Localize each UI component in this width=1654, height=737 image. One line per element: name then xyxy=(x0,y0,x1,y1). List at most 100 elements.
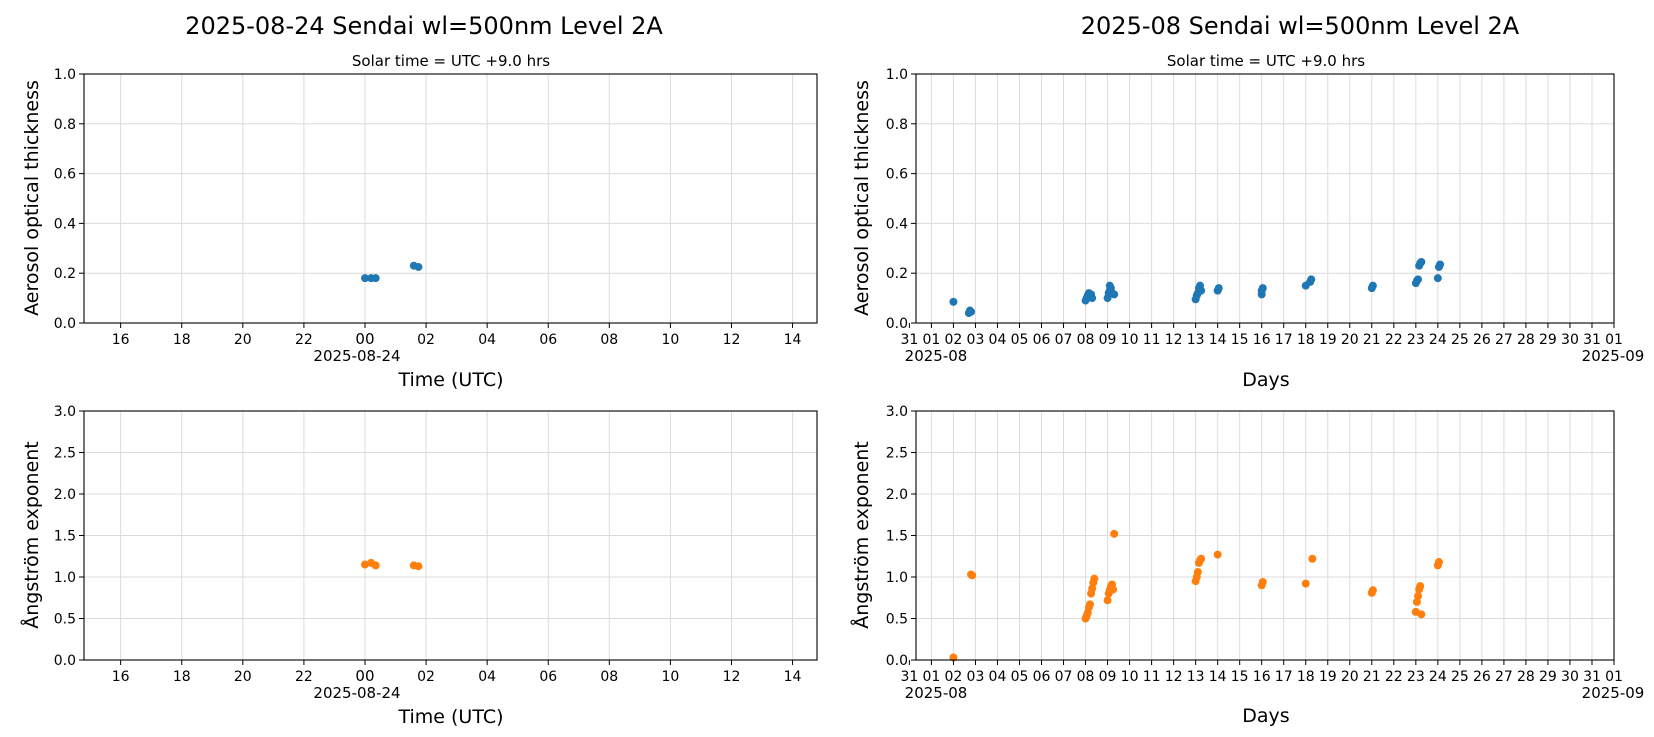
daily-aot-subtitle: Solar time = UTC +9.0 hrs xyxy=(352,52,550,70)
monthly-aot-y-tick-label: 0.0 xyxy=(886,316,908,332)
daily-aot-y-tick-label: 0.4 xyxy=(54,216,76,232)
daily-aot-x-tick-label: 12 xyxy=(723,332,741,348)
monthly-aot-data-point xyxy=(949,297,958,306)
monthly-angstrom-x-tick-label: 23 xyxy=(1407,669,1425,685)
daily-aot-x-tick-label: 04 xyxy=(478,332,496,348)
monthly-angstrom-y-tick-label: 2.0 xyxy=(886,487,908,503)
daily-aot-y-tick-label: 0.2 xyxy=(54,266,76,282)
panel-daily-angstrom: 16 18 20 22 00 02 04 06 08 10 12 14 0.0 0.5 1.0 1.5 2.0 2… xyxy=(20,404,818,728)
monthly-angstrom-x-tick-label: 02 xyxy=(945,669,963,685)
daily-angstrom-x-tick-label: 02 xyxy=(417,669,435,685)
monthly-angstrom-data-point xyxy=(1434,558,1443,567)
monthly-angstrom-x-axis-label: Days xyxy=(1242,705,1289,727)
daily-angstrom-data-point xyxy=(371,561,380,570)
monthly-angstrom-x-tick-label: 17 xyxy=(1275,669,1293,685)
monthly-aot-x-tick-label: 31 xyxy=(900,332,918,348)
monthly-angstrom-x-tick-label: 04 xyxy=(989,669,1007,685)
monthly-aot-x-tick-label: 20 xyxy=(1341,332,1359,348)
monthly-aot-title: 2025-08 Sendai wl=500nm Level 2A xyxy=(1081,12,1520,40)
monthly-angstrom-x-tick-label: 11 xyxy=(1143,669,1161,685)
daily-angstrom-y-tick-label: 2.5 xyxy=(54,446,76,462)
monthly-angstrom-y-tick-label: 3.0 xyxy=(886,404,908,420)
monthly-aot-x-tick-label: 17 xyxy=(1275,332,1293,348)
daily-aot-x-tick-label: 02 xyxy=(417,332,435,348)
monthly-aot-data-point xyxy=(1110,290,1119,299)
monthly-aot-x-tick-label: 13 xyxy=(1187,332,1205,348)
monthly-aot-x-tick-label: 09 xyxy=(1099,332,1117,348)
monthly-aot-data-point xyxy=(1414,275,1423,284)
daily-angstrom-x-tick-label: 16 xyxy=(112,669,130,685)
monthly-angstrom-y-tick-label: 0.5 xyxy=(886,612,908,628)
monthly-angstrom-data-point xyxy=(1090,574,1099,583)
daily-aot-date-label: 2025-08-24 xyxy=(313,347,400,365)
daily-aot-x-axis-label: Time (UTC) xyxy=(397,369,503,391)
monthly-aot-x-tick-label: 24 xyxy=(1429,332,1447,348)
daily-angstrom-y-tick-label: 0.0 xyxy=(54,653,76,669)
daily-aot-x-tick-label: 22 xyxy=(295,332,313,348)
monthly-aot-data-point xyxy=(1368,281,1377,290)
monthly-angstrom-data-point xyxy=(1416,582,1425,591)
monthly-aot-x-tick-label: 25 xyxy=(1451,332,1469,348)
panel-monthly-angstrom: 31 01 02 03 04 05 06 07 08 09 10 11 12 13 14 15 16 17 18 19… xyxy=(850,404,1644,727)
monthly-aot-data-point xyxy=(1433,274,1442,283)
daily-aot-x-tick-label: 06 xyxy=(539,332,557,348)
monthly-aot-x-tick-label: 21 xyxy=(1363,332,1381,348)
daily-angstrom-x-tick-label: 14 xyxy=(784,669,802,685)
monthly-aot-x-axis-label: Days xyxy=(1242,369,1289,391)
monthly-angstrom-x-tick-label: 20 xyxy=(1341,669,1359,685)
daily-angstrom-plot: 16 18 20 22 00 02 04 06 08 10 12 14 0.0 0.5 1.0 1.5 2.0 2… xyxy=(54,404,818,685)
monthly-angstrom-data-point xyxy=(1213,550,1222,559)
monthly-angstrom-x-tick-label: 13 xyxy=(1187,669,1205,685)
monthly-angstrom-data-point xyxy=(1085,600,1094,609)
daily-angstrom-y-tick-label: 3.0 xyxy=(54,404,76,420)
daily-angstrom-data-point xyxy=(360,560,369,569)
monthly-aot-x-tick-label: 23 xyxy=(1407,332,1425,348)
daily-aot-x-tick-label: 20 xyxy=(234,332,252,348)
daily-angstrom-x-tick-label: 18 xyxy=(173,669,191,685)
daily-angstrom-x-tick-label: 04 xyxy=(478,669,496,685)
monthly-angstrom-y-tick-label: 2.5 xyxy=(886,446,908,462)
monthly-aot-x-tick-label: 01 xyxy=(1605,332,1623,348)
daily-angstrom-y-tick-label: 1.0 xyxy=(54,570,76,586)
monthly-angstrom-y-axis-label: Ångström exponent xyxy=(850,441,873,629)
monthly-angstrom-x-tick-label: 01 xyxy=(922,669,940,685)
daily-angstrom-x-axis-label: Time (UTC) xyxy=(397,706,503,728)
monthly-aot-axes-frame xyxy=(915,73,1615,324)
monthly-angstrom-x-tick-label: 03 xyxy=(967,669,985,685)
monthly-aot-x-tick-label: 18 xyxy=(1297,332,1315,348)
monthly-angstrom-x-tick-label: 07 xyxy=(1055,669,1073,685)
monthly-angstrom-x-tick-label: 28 xyxy=(1517,669,1535,685)
monthly-aot-x-tick-label: 19 xyxy=(1319,332,1337,348)
daily-angstrom-x-tick-label: 06 xyxy=(539,669,557,685)
daily-aot-data-point xyxy=(360,274,369,283)
monthly-aot-y-tick-label: 0.8 xyxy=(886,117,908,133)
monthly-aot-data-point xyxy=(1088,294,1097,303)
monthly-angstrom-y-tick-label: 1.5 xyxy=(886,529,908,545)
monthly-aot-x-tick-label: 27 xyxy=(1495,332,1513,348)
monthly-angstrom-x-tick-label: 05 xyxy=(1011,669,1029,685)
monthly-aot-y-tick-label: 1.0 xyxy=(886,67,908,83)
monthly-aot-x-tick-label: 10 xyxy=(1121,332,1139,348)
daily-aot-y-tick-label: 0.6 xyxy=(54,167,76,183)
monthly-angstrom-x-tick-label: 09 xyxy=(1099,669,1117,685)
monthly-angstrom-data-point xyxy=(1414,592,1423,601)
monthly-aot-y-tick-label: 0.6 xyxy=(886,167,908,183)
daily-aot-x-tick-label: 00 xyxy=(355,330,374,348)
monthly-angstrom-data-point xyxy=(1197,554,1206,563)
monthly-aot-x-tick-label: 22 xyxy=(1385,332,1403,348)
monthly-aot-x-tick-label: 15 xyxy=(1231,332,1249,348)
daily-aot-x-tick-label: 10 xyxy=(661,332,679,348)
panel-daily-aot: 2025-08-24 Sendai wl=500nm Level 2A Sola… xyxy=(21,12,818,391)
daily-aot-x-tick-label: 18 xyxy=(173,332,191,348)
monthly-aot-x-tick-label: 28 xyxy=(1517,332,1535,348)
monthly-angstrom-data-point xyxy=(1103,596,1112,605)
monthly-angstrom-data-point xyxy=(968,571,977,580)
monthly-angstrom-x-tick-label: 24 xyxy=(1429,669,1447,685)
monthly-aot-start-label: 2025-08 xyxy=(905,347,968,365)
monthly-angstrom-data-point xyxy=(1417,610,1426,619)
monthly-angstrom-data-point xyxy=(1301,579,1310,588)
monthly-angstrom-x-tick-label: 22 xyxy=(1385,669,1403,685)
monthly-aot-data-point xyxy=(1436,260,1445,269)
monthly-angstrom-x-tick-label: 31 xyxy=(1583,669,1601,685)
monthly-angstrom-data-point xyxy=(1193,568,1202,577)
